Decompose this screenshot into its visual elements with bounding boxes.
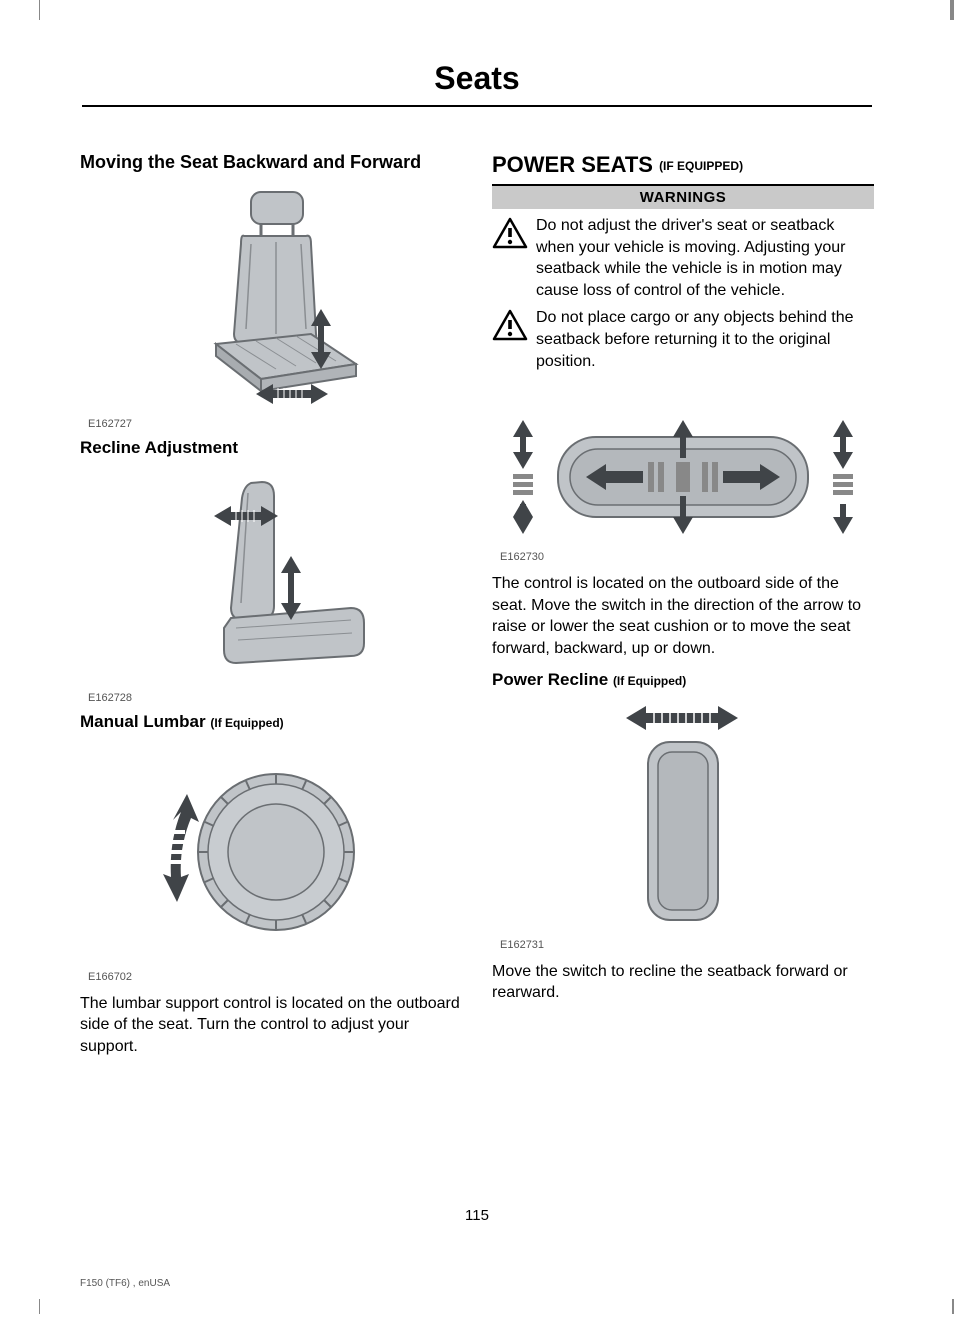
body-text-control: The control is located on the outboard s… [492, 573, 874, 659]
warning-item: Do not adjust the driver's seat or seatb… [492, 215, 874, 301]
figure-label: E166702 [88, 971, 462, 983]
figure-seat-recline [80, 468, 462, 688]
figure-label: E162727 [88, 418, 462, 430]
figure-label: E162731 [500, 939, 874, 951]
section-heading-lumbar: Manual Lumbar (If Equipped) [80, 712, 462, 732]
heading-text: POWER SEATS [492, 152, 659, 177]
warning-icon [492, 309, 528, 348]
warning-text: Do not adjust the driver's seat or seatb… [536, 215, 874, 301]
warnings-header: WARNINGS [492, 184, 874, 209]
crop-mark [950, 0, 954, 20]
crop-mark [0, 1299, 40, 1314]
warning-text: Do not place cargo or any objects behind… [536, 307, 874, 372]
heading-qualifier: (If Equipped) [613, 674, 686, 688]
section-heading-moving: Moving the Seat Backward and Forward [80, 152, 462, 174]
body-text-lumbar: The lumbar support control is located on… [80, 993, 462, 1058]
heading-qualifier: (If Equipped) [210, 716, 283, 730]
figure-label: E162730 [500, 551, 874, 563]
section-heading-power-recline: Power Recline (If Equipped) [492, 670, 874, 690]
page-title: Seats [0, 0, 954, 105]
figure-seat-forward-back [80, 184, 462, 414]
section-heading-recline: Recline Adjustment [80, 438, 462, 458]
left-column: Moving the Seat Backward and Forward [80, 152, 462, 1067]
figure-power-seat-control [492, 412, 874, 547]
page-number: 115 [0, 1207, 954, 1224]
warning-item: Do not place cargo or any objects behind… [492, 307, 874, 372]
heading-text: Manual Lumbar [80, 712, 210, 731]
heading-text: Power Recline [492, 670, 613, 689]
figure-label: E162728 [88, 692, 462, 704]
right-column: POWER SEATS (IF EQUIPPED) WARNINGS Do no… [492, 152, 874, 1067]
footer-text: F150 (TF6) , enUSA [80, 1278, 170, 1289]
section-heading-power-seats: POWER SEATS (IF EQUIPPED) [492, 152, 874, 178]
heading-qualifier: (IF EQUIPPED) [659, 159, 743, 173]
body-text-recline: Move the switch to recline the seatback … [492, 961, 874, 1004]
warning-icon [492, 217, 528, 256]
crop-mark [0, 0, 40, 20]
figure-power-recline [492, 700, 874, 935]
figure-lumbar-dial [80, 742, 462, 967]
